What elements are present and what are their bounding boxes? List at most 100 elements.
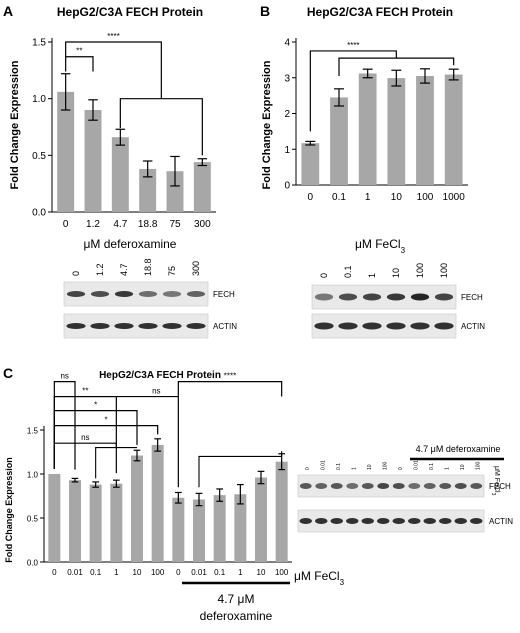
blot-lane-label: 0.1: [343, 265, 353, 278]
x-tick-label: 0.01: [191, 568, 207, 577]
bar: [193, 162, 211, 212]
x-tick-label: 0: [52, 568, 57, 577]
blot-band-actin: [377, 518, 390, 524]
blot-lane-label: 18.8: [143, 258, 153, 276]
x-tick-label: 1.2: [86, 219, 100, 230]
y-tick-label: 0.0: [27, 559, 39, 568]
y-tick-label: 1.5: [32, 38, 46, 49]
y-tick-label: 0: [284, 181, 290, 192]
panel-b: HepG2/C3A FECH Protein Fold Change Expre…: [261, 5, 485, 339]
x-tick-label: 0.1: [90, 568, 102, 577]
bar: [358, 73, 377, 185]
x-tick-label: 0.1: [332, 192, 346, 203]
panel-a-plot: 0.00.51.01.50 1.2 4.7 18.8 75 300******: [32, 32, 216, 230]
panel-a-western-blot: 0 1.2 4.7 18.8 75 300 FECH ACTIN: [63, 258, 237, 339]
blot-band-fech: [439, 483, 452, 489]
blot-lane-label: 100: [475, 461, 481, 470]
blot-label-fech: FECH: [489, 482, 511, 491]
bar: [330, 97, 348, 185]
significance-label: *: [104, 416, 107, 425]
bar: [234, 494, 247, 562]
panel-c-title: HepG2/C3A FECH Protein: [99, 370, 221, 381]
blot-band-actin: [439, 518, 452, 524]
blot-band-actin: [330, 518, 343, 524]
blot-band-actin: [314, 322, 334, 330]
significance-label: ****: [347, 41, 359, 50]
blot-band-fech: [138, 291, 158, 297]
blot-band-fech: [186, 291, 206, 297]
bar: [444, 74, 463, 185]
panel-c-blot-group-label: 4.7 μM deferoxamine: [416, 444, 501, 454]
blot-band-actin: [162, 323, 182, 329]
bar: [139, 168, 157, 212]
significance-label: ****: [107, 32, 119, 41]
blot-band-fech: [90, 291, 110, 297]
panel-c-blot-corner-label: μM FeCl3: [490, 466, 500, 496]
blot-band-actin: [90, 323, 110, 329]
blot-lane-label: 1.2: [95, 263, 105, 276]
blot-band-fech: [408, 483, 421, 489]
blot-band-fech: [434, 293, 454, 301]
blot-band-fech: [114, 291, 134, 297]
blot-band-fech: [338, 293, 358, 301]
blot-band-fech: [162, 291, 182, 297]
blot-band-actin: [114, 323, 134, 329]
panel-c-xlabel: μM FeCl3: [294, 569, 345, 587]
significance-bracket: [65, 41, 162, 99]
bar: [193, 499, 205, 562]
y-tick-label: 0.0: [32, 208, 46, 219]
x-tick-label: 100: [151, 568, 165, 577]
blot-lane-label: 1: [444, 467, 450, 470]
y-tick-label: 0.5: [27, 515, 39, 524]
blot-band-fech: [346, 483, 359, 489]
blot-band-fech: [377, 483, 390, 489]
x-tick-label: 1: [365, 192, 371, 203]
group-bracket: [119, 98, 203, 156]
blot-lane-label: 0: [398, 467, 404, 470]
blot-lane-label: 4.7: [119, 263, 129, 276]
blot-lane-label: 10: [367, 464, 373, 470]
significance-bracket: [53, 381, 76, 470]
blot-band-fech: [392, 483, 405, 489]
panel-c-group-label-line2: deferoxamine: [200, 609, 273, 623]
panel-c-plot: 0.0 0.5 1.0 1.5 0 0.01 0.1 1 10 100 0 0.01 0.1 1 10 100…: [27, 372, 292, 577]
blot-band-actin: [434, 322, 454, 330]
bar: [416, 75, 434, 185]
panel-c-group-label-line1: 4.7 μM: [218, 592, 255, 606]
panel-c-western-blot: 0 0.01 0.1 1 10 100 0 0.01 0.1 1 10 100 FECH ACTIN: [297, 460, 513, 533]
bar: [172, 497, 185, 562]
blot-band-fech: [315, 483, 328, 489]
blot-band-fech: [423, 483, 436, 489]
significance-label: **: [82, 387, 88, 396]
blot-band-actin: [138, 323, 158, 329]
x-tick-label: 0: [63, 219, 69, 230]
panel-b-western-blot: 0 0.1 1 10 100 100 FECH ACTIN: [311, 263, 485, 339]
x-tick-label: 0.1: [214, 568, 226, 577]
y-tick-label: 1.0: [27, 471, 39, 480]
significance-label: ns: [60, 372, 68, 381]
x-tick-label: 10: [391, 192, 403, 203]
bar: [48, 474, 61, 562]
panel-b-title: HepG2/C3A FECH Protein: [307, 5, 453, 19]
bar: [131, 455, 143, 562]
blot-band-actin: [392, 518, 405, 524]
blot-band-fech: [362, 293, 382, 301]
blot-lane-label: 100: [439, 263, 449, 278]
bar: [166, 171, 184, 212]
x-tick-label: 100: [417, 192, 434, 203]
y-tick-label: 2: [284, 109, 290, 120]
panel-b-ylabel: Fold Change Expression: [261, 60, 273, 189]
blot-band-fech: [454, 483, 467, 489]
blot-lane-label: 100: [382, 461, 388, 470]
significance-label: **: [76, 47, 82, 56]
blot-strip-fech: [297, 474, 485, 498]
y-tick-label: 4: [284, 38, 290, 49]
significance-label: ns: [152, 387, 160, 396]
blot-lane-label: 10: [391, 268, 401, 278]
panel-c: HepG2/C3A FECH Protein Fold Change Expre…: [4, 370, 513, 623]
blot-lane-label: 0.01: [320, 460, 326, 470]
blot-band-actin: [410, 322, 430, 330]
blot-lane-label: 1: [351, 467, 357, 470]
blot-band-fech: [470, 483, 483, 489]
